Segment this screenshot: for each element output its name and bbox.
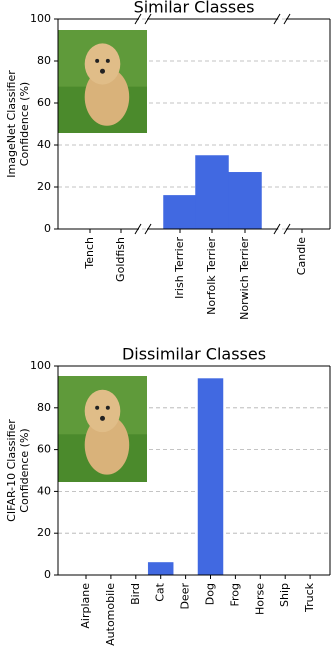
y-tick-label: 0 bbox=[44, 222, 51, 235]
x-tick-label: Goldfish bbox=[114, 237, 127, 282]
break-mark bbox=[134, 13, 142, 25]
x-tick-label: Dog bbox=[204, 583, 217, 605]
y-tick-label: 60 bbox=[37, 443, 51, 456]
y-tick-label: 60 bbox=[37, 96, 51, 109]
break-mark bbox=[273, 13, 281, 25]
y-tick-label: 100 bbox=[30, 359, 51, 372]
bar bbox=[228, 172, 262, 230]
y-tick-label: 80 bbox=[37, 401, 51, 414]
x-tick-label: Tench bbox=[83, 237, 96, 270]
dog-eye bbox=[105, 405, 110, 410]
y-tick-label: 40 bbox=[37, 484, 51, 497]
x-tick-label: Candle bbox=[295, 237, 308, 275]
dog-image bbox=[58, 376, 147, 482]
chart-title: Dissimilar Classes bbox=[122, 345, 266, 364]
dog-eye bbox=[95, 405, 100, 410]
dog-image bbox=[58, 30, 147, 133]
y-tick-label: 20 bbox=[37, 180, 51, 193]
break-mark bbox=[273, 223, 281, 235]
y-axis-label: Confidence (%) bbox=[18, 428, 31, 512]
x-tick-label: Automobile bbox=[104, 583, 117, 646]
x-tick-label: Irish Terrier bbox=[173, 237, 186, 299]
dog-eye bbox=[95, 58, 100, 63]
x-tick-label: Deer bbox=[179, 583, 192, 610]
x-tick-label: Horse bbox=[253, 583, 266, 615]
x-tick-label: Norfolk Terrier bbox=[205, 237, 218, 315]
bar bbox=[197, 378, 224, 576]
dog-nose bbox=[100, 68, 105, 74]
y-tick-label: 80 bbox=[37, 54, 51, 67]
x-tick-label: Norwich Terrier bbox=[238, 237, 251, 320]
x-tick-label: Cat bbox=[154, 582, 167, 601]
dog-nose bbox=[100, 415, 105, 421]
x-tick-label: Airplane bbox=[79, 583, 92, 629]
dog-eye bbox=[105, 58, 110, 63]
chart-title: Similar Classes bbox=[134, 0, 255, 17]
y-tick-label: 100 bbox=[30, 12, 51, 25]
y-axis-label: CIFAR-10 Classifier bbox=[5, 419, 18, 522]
bar bbox=[195, 155, 229, 230]
y-tick-label: 40 bbox=[37, 138, 51, 151]
x-tick-label: Frog bbox=[228, 583, 241, 607]
x-tick-label: Truck bbox=[303, 582, 316, 613]
bar bbox=[147, 562, 174, 576]
y-tick-label: 20 bbox=[37, 526, 51, 539]
x-tick-label: Ship bbox=[278, 583, 291, 607]
bar bbox=[163, 195, 197, 230]
break-mark bbox=[134, 223, 142, 235]
dog-head bbox=[84, 43, 121, 85]
x-tick-label: Bird bbox=[129, 583, 142, 605]
y-axis-label: ImageNet Classifier bbox=[5, 70, 18, 178]
dog-head bbox=[84, 389, 121, 433]
y-tick-label: 0 bbox=[44, 568, 51, 581]
y-axis-label: Confidence (%) bbox=[18, 82, 31, 166]
